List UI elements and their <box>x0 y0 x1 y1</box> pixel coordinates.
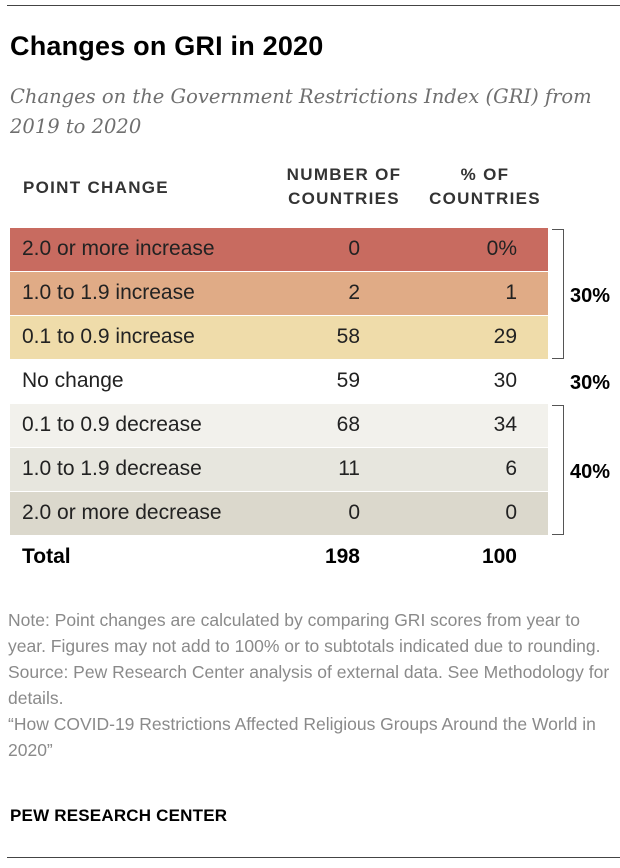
header-percent-of-countries: % OF COUNTRIES <box>420 163 550 211</box>
decrease-bracket <box>552 405 564 535</box>
row-number: 0 <box>348 237 360 260</box>
total-label: Total <box>22 545 71 568</box>
header-number-line1: NUMBER OF <box>286 165 402 184</box>
table-row: 2.0 or more increase 0 0% <box>10 228 548 272</box>
row-label: 0.1 to 0.9 increase <box>22 325 195 348</box>
report-title: “How COVID-19 Restrictions Affected Reli… <box>8 714 596 760</box>
row-number: 11 <box>338 457 360 480</box>
row-label: 0.1 to 0.9 decrease <box>22 413 202 436</box>
source-text: Source: Pew Research Center analysis of … <box>8 662 610 708</box>
bottom-rule <box>7 857 620 858</box>
row-percent: 30 <box>493 369 517 392</box>
header-number-of-countries: NUMBER OF COUNTRIES <box>270 163 418 211</box>
note-text: Note: Point changes are calculated by co… <box>8 610 601 656</box>
row-number: 59 <box>336 369 360 392</box>
table-row: 2.0 or more decrease 0 0 <box>10 492 548 536</box>
header-point-change: POINT CHANGE <box>23 178 169 197</box>
table-row: 0.1 to 0.9 increase 58 29 <box>10 316 548 360</box>
row-label: 1.0 to 1.9 decrease <box>22 457 202 480</box>
table-row: 0.1 to 0.9 decrease 68 34 <box>10 404 548 448</box>
notes: Note: Point changes are calculated by co… <box>8 607 613 763</box>
row-number: 2 <box>348 281 360 304</box>
row-label: 2.0 or more increase <box>22 237 215 260</box>
chart-title: Changes on GRI in 2020 <box>10 31 324 61</box>
header-pct-line1: % OF <box>460 165 510 184</box>
increase-bracket <box>552 229 564 359</box>
row-label: 1.0 to 1.9 increase <box>22 281 195 304</box>
row-percent: 34 <box>493 413 517 436</box>
table-row: 1.0 to 1.9 increase 2 1 <box>10 272 548 316</box>
row-percent: 0 <box>505 501 517 524</box>
header-pct-line2: COUNTRIES <box>429 189 541 208</box>
no-change-subtotal: 30% <box>570 372 611 394</box>
row-percent: 6 <box>505 457 517 480</box>
row-label: No change <box>22 369 124 392</box>
row-percent: 0% <box>486 237 517 260</box>
table-row: No change 59 30 <box>10 360 548 404</box>
row-label: 2.0 or more decrease <box>22 501 222 524</box>
total-row: Total 198 100 <box>10 536 548 580</box>
data-table: 2.0 or more increase 0 0% 1.0 to 1.9 inc… <box>10 228 548 580</box>
increase-subtotal: 30% <box>570 285 611 307</box>
row-percent: 1 <box>505 281 517 304</box>
header-number-line2: COUNTRIES <box>288 189 400 208</box>
total-number: 198 <box>324 545 360 568</box>
chart-subtitle: Changes on the Government Restrictions I… <box>10 85 592 138</box>
top-rule <box>7 5 620 6</box>
row-number: 0 <box>348 501 360 524</box>
total-percent: 100 <box>481 545 517 568</box>
decrease-subtotal: 40% <box>570 461 611 483</box>
brand-logo-text: PEW RESEARCH CENTER <box>10 806 228 825</box>
row-number: 58 <box>336 325 360 348</box>
row-number: 68 <box>336 413 360 436</box>
row-percent: 29 <box>493 325 517 348</box>
table-row: 1.0 to 1.9 decrease 11 6 <box>10 448 548 492</box>
